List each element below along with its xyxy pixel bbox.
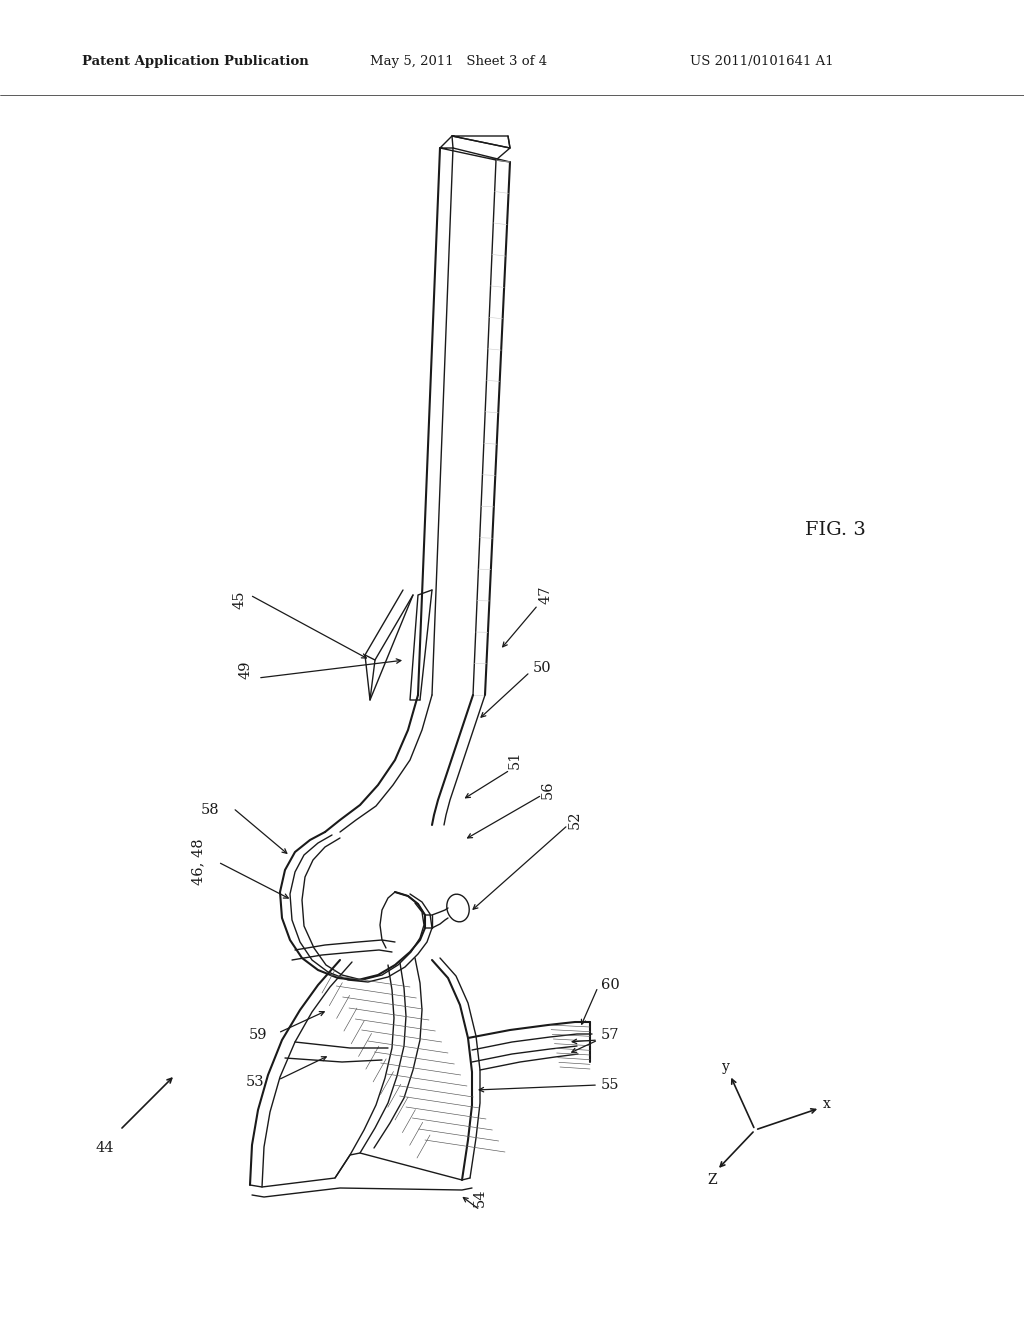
Text: x: x — [823, 1097, 830, 1111]
Text: 51: 51 — [508, 751, 522, 770]
Text: 50: 50 — [532, 661, 551, 675]
Text: 45: 45 — [233, 591, 247, 610]
Text: 47: 47 — [538, 586, 552, 605]
Text: 54: 54 — [473, 1189, 487, 1208]
Text: 57: 57 — [601, 1028, 620, 1041]
Text: 49: 49 — [238, 661, 252, 680]
Text: 56: 56 — [541, 780, 555, 800]
Text: 59: 59 — [249, 1028, 267, 1041]
Text: Patent Application Publication: Patent Application Publication — [82, 55, 309, 69]
Text: y: y — [722, 1060, 730, 1074]
Text: 58: 58 — [201, 803, 219, 817]
Text: 55: 55 — [601, 1078, 620, 1092]
Text: 46, 48: 46, 48 — [191, 838, 205, 886]
Text: May 5, 2011   Sheet 3 of 4: May 5, 2011 Sheet 3 of 4 — [370, 55, 547, 69]
Text: Z: Z — [708, 1173, 717, 1187]
Text: FIG. 3: FIG. 3 — [805, 521, 865, 539]
Text: 53: 53 — [246, 1074, 264, 1089]
Text: US 2011/0101641 A1: US 2011/0101641 A1 — [690, 55, 834, 69]
Text: 60: 60 — [601, 978, 620, 993]
Text: 44: 44 — [96, 1140, 115, 1155]
Text: 52: 52 — [568, 810, 582, 829]
